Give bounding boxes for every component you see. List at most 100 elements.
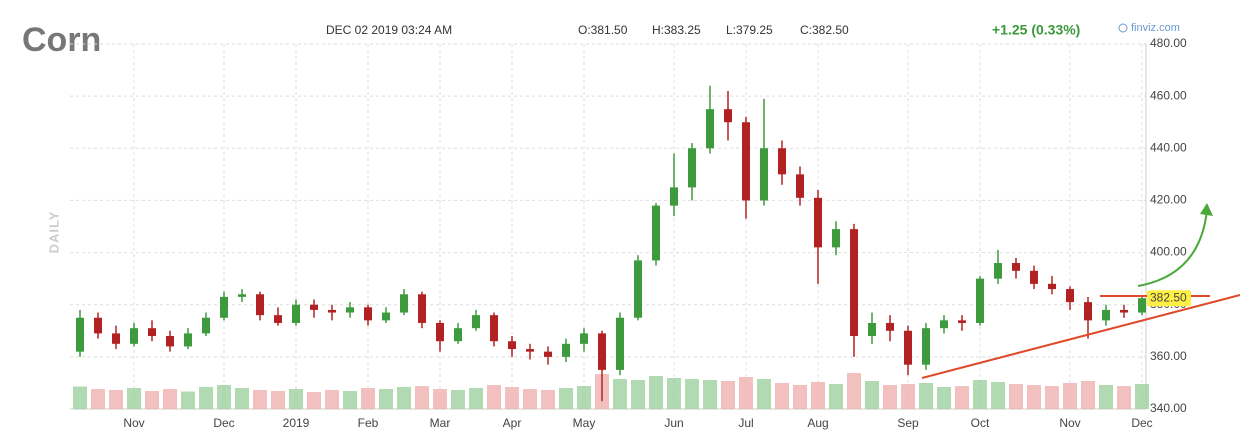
volume-bar [541,390,555,409]
volume-bar [901,384,915,409]
candle-body [760,148,768,201]
candle-body [112,333,120,344]
volume-bar [127,388,141,409]
candle-body [166,336,174,347]
open-text: O:381.50 [578,23,628,37]
candle-body [1102,309,1110,321]
candle-body [364,307,372,321]
candle-body [1138,298,1146,313]
low-text: L:379.25 [726,23,773,37]
x-tick-label: Sep [897,416,919,430]
candle-body [940,320,948,329]
volume-bar [343,391,357,409]
candle-body [454,328,462,342]
candle-body [418,294,426,323]
candle-body [1012,263,1020,271]
volume-bar [307,392,321,409]
candle-body [400,294,408,313]
volume-bar [505,387,519,409]
candle-body [220,296,228,318]
volume-bar [793,385,807,409]
x-tick-label: 2019 [283,416,310,430]
candle-body [742,122,750,201]
volume-bar [1063,383,1077,409]
volume-bar [865,381,879,409]
candle-body [202,317,210,334]
candle-body [922,328,930,365]
candle-body [1066,289,1074,303]
candle-body [382,312,390,321]
trend-line [921,294,1241,379]
volume-bar [1099,385,1113,409]
period: DAILY [46,211,61,254]
x-tick-label: Apr [503,416,522,430]
volume-bar [847,373,861,409]
candle-body [76,317,84,352]
volume-bar [487,385,501,409]
y-tick-label: 360.00 [1150,349,1187,363]
candle-body [706,109,714,149]
volume-bar [919,383,933,409]
x-tick-label: Dec [1131,416,1152,430]
candle-body [616,317,624,370]
volume-bar [235,388,249,409]
volume-bar [991,382,1005,409]
candle-body [526,349,534,352]
volume-bar [217,385,231,409]
brand: finviz.com [1131,22,1180,34]
candle-body [958,320,966,323]
volume-bar [1027,385,1041,409]
volume-bar [73,386,87,409]
candle-body [148,328,156,336]
volume-bar [325,390,339,409]
x-tick-label: Mar [430,416,451,430]
candle-body [814,197,822,248]
candle-body [868,322,876,336]
y-tick-label: 460.00 [1150,88,1187,102]
volume-bar [361,388,375,409]
volume-bar [415,386,429,409]
volume-bar [703,380,717,409]
brand-icon [1118,23,1128,33]
x-tick-label: Dec [213,416,234,430]
candle-body [544,351,552,357]
x-tick-label: Aug [807,416,828,430]
volume-bar [1135,384,1149,409]
x-tick-label: Jul [738,416,753,430]
volume-bar [379,389,393,409]
volume-bar [955,386,969,409]
candle-body [328,309,336,313]
chart-title: Corn [22,21,101,59]
volume-bar [1117,386,1131,409]
timestamp: DEC 02 2019 03:24 AM [326,23,452,37]
candle-body [1048,283,1056,290]
candle-body [832,229,840,248]
candle-body [994,263,1002,279]
candle-body [238,294,246,297]
volume-bar [1081,381,1095,409]
candle-body [274,315,282,323]
x-tick-label: Nov [123,416,144,430]
candle-body [796,174,804,198]
candle-body [580,333,588,344]
candle-body [1084,302,1092,321]
volume-bar [109,390,123,409]
volume-bar [649,376,663,409]
candle-body [436,322,444,342]
high-text: H:383.25 [652,23,701,37]
candle-body [634,260,642,318]
candle-body [976,278,984,323]
x-tick-label: Nov [1059,416,1080,430]
candle-body [508,341,516,350]
x-tick-label: Oct [971,416,990,430]
volume-bar [271,391,285,409]
volume-bar [289,389,303,409]
price-tag-bg [1147,290,1191,307]
volume-bar [829,384,843,409]
candle-body [724,109,732,123]
volume-bar [739,377,753,409]
volume-bar [721,381,735,409]
volume-bar [937,387,951,409]
volume-bar [613,379,627,409]
